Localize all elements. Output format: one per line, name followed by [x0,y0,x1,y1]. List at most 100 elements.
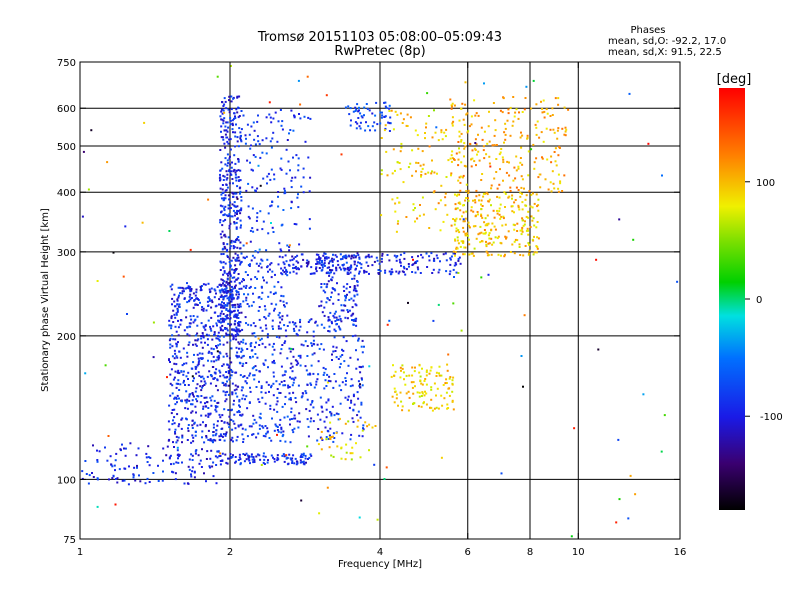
data-point-O [294,256,297,258]
data-point-O [340,389,343,392]
data-point-X [553,187,556,190]
data-point-O [264,324,267,327]
data-point-O [340,268,342,271]
data-point-O [328,375,331,378]
data-point-O [279,167,282,170]
data-point-O [448,273,451,276]
data-point-O [310,417,313,420]
data-point-O [91,472,93,474]
data-point-O [377,269,380,271]
data-point-X [462,211,465,214]
data-point-noise [276,433,278,436]
data-point-X [420,395,423,397]
data-point-X [344,422,347,425]
data-point-X [462,241,465,244]
data-point-O [253,332,256,335]
data-point-X [527,253,530,256]
data-point-O [356,264,358,267]
data-point-O [234,131,237,134]
data-point-O [254,143,257,146]
data-point-O [236,351,239,354]
phases-heading: Phases [630,25,665,36]
data-point-X [515,155,518,158]
data-point-X [512,120,515,123]
data-point-O [204,402,206,405]
data-point-X [411,149,414,152]
data-point-O [228,261,231,263]
data-point-O [235,326,238,329]
data-point-O [250,168,253,171]
data-point-X [528,243,531,246]
data-point-O [262,452,265,455]
data-point-X [535,193,538,196]
data-point-O [224,157,227,160]
data-point-O [199,285,202,288]
data-point-O [195,291,198,294]
data-point-O [292,156,294,159]
data-point-O [172,338,175,341]
data-point-O [329,269,332,272]
data-point-O [349,385,352,388]
data-point-O [235,439,238,442]
data-point-X [433,171,436,174]
data-point-O [149,456,152,459]
data-point-O [411,271,414,273]
data-point-O [262,362,265,365]
data-point-noise [216,350,219,353]
data-point-X [504,127,507,130]
data-point-O [232,192,235,195]
data-point-O [227,371,230,374]
data-point-O [274,423,277,426]
data-point-noise [617,438,620,441]
data-point-O [286,274,289,277]
data-point-O [357,117,360,119]
data-point-O [238,127,241,130]
data-point-X [425,122,428,125]
data-point-O [196,353,199,356]
data-point-O [237,116,240,119]
colorbar-tick-label: -100 [760,412,783,423]
data-point-X [533,235,535,238]
data-point-O [257,140,260,143]
data-point-O [350,378,353,381]
data-point-O [176,303,179,306]
data-point-O [213,296,216,299]
data-point-X [557,190,560,193]
data-point-O [232,245,235,247]
data-point-O [286,357,289,360]
data-point-X [521,219,524,222]
data-point-X [385,150,388,153]
data-point-X [454,203,457,206]
data-point-O [389,116,392,119]
data-point-X [380,173,383,176]
data-point-O [251,332,254,335]
data-point-O [250,425,253,428]
data-point-O [221,112,224,115]
data-point-O [237,322,240,325]
data-point-X [468,226,471,229]
data-point-X [458,231,461,234]
data-point-O [428,259,431,262]
data-point-O [432,259,435,262]
data-point-O [290,207,293,210]
data-point-O [227,370,230,373]
data-point-O [240,224,242,227]
data-point-O [207,407,210,409]
data-point-O [319,418,322,421]
data-point-O [238,95,241,98]
data-point-X [526,137,529,140]
data-point-O [240,207,243,210]
data-point-X [491,222,494,225]
data-point-O [252,322,255,325]
data-point-O [148,481,151,483]
data-point-O [267,295,270,298]
data-point-O [92,444,94,447]
data-point-O [200,389,203,392]
data-point-O [346,268,349,271]
data-point-X [533,161,536,164]
data-point-O [287,384,290,387]
data-point-O [189,288,192,291]
data-point-O [354,110,357,112]
data-point-O [173,313,176,316]
data-point-O [240,311,243,314]
